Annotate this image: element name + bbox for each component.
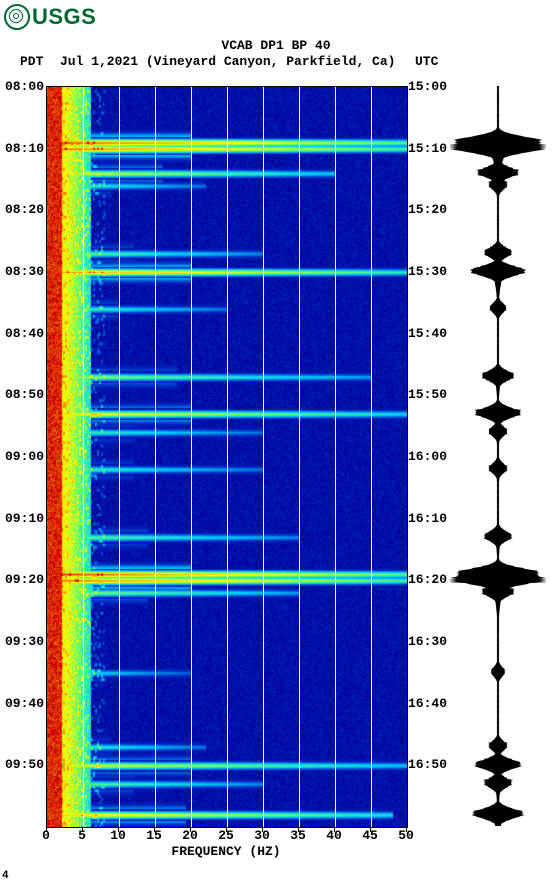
gridline — [155, 87, 156, 827]
x-tick-label: 15 — [139, 828, 169, 843]
y-left-tick: 09:40 — [0, 696, 44, 711]
y-right-tick: 15:20 — [408, 202, 452, 217]
usgs-logo: USGS — [4, 4, 96, 30]
usgs-logo-icon — [4, 4, 30, 30]
y-left-tick: 08:10 — [0, 141, 44, 156]
y-left-tick: 08:00 — [0, 79, 44, 94]
gridline — [119, 87, 120, 827]
y-right-tick: 15:40 — [408, 326, 452, 341]
y-left-tick: 09:20 — [0, 572, 44, 587]
y-left-tick: 09:50 — [0, 757, 44, 772]
x-tick-label: 45 — [355, 828, 385, 843]
x-tick-label: 0 — [31, 828, 61, 843]
y-right-tick: 16:40 — [408, 696, 452, 711]
y-right-tick: 16:10 — [408, 511, 452, 526]
gridline — [299, 87, 300, 827]
y-right-tick: 16:20 — [408, 572, 452, 587]
waveform-trace — [450, 86, 546, 826]
y-right-tick: 16:00 — [408, 449, 452, 464]
gridline — [335, 87, 336, 827]
y-left-tick: 08:20 — [0, 202, 44, 217]
title-block: VCAB DP1 BP 40 PDT Jul 1,2021 (Vineyard … — [0, 38, 552, 53]
footnote: 4 — [2, 870, 9, 882]
chart-title: VCAB DP1 BP 40 — [0, 38, 552, 53]
y-left-tick: 09:00 — [0, 449, 44, 464]
x-tick-label: 5 — [67, 828, 97, 843]
usgs-logo-text: USGS — [32, 4, 96, 30]
y-right-tick: 16:50 — [408, 757, 452, 772]
x-tick-label: 25 — [211, 828, 241, 843]
y-left-tick: 08:30 — [0, 264, 44, 279]
x-tick-label: 10 — [103, 828, 133, 843]
x-tick-label: 35 — [283, 828, 313, 843]
y-left-tick: 09:10 — [0, 511, 44, 526]
x-tick-label: 50 — [391, 828, 421, 843]
gridline — [83, 87, 84, 827]
y-left-tick: 09:30 — [0, 634, 44, 649]
y-left-tick: 08:50 — [0, 387, 44, 402]
date-location: Jul 1,2021 (Vineyard Canyon, Parkfield, … — [60, 54, 395, 69]
tz-left-label: PDT — [20, 54, 43, 69]
y-right-tick: 15:00 — [408, 79, 452, 94]
gridline — [227, 87, 228, 827]
y-right-tick: 15:30 — [408, 264, 452, 279]
spectrogram-plot — [46, 86, 408, 828]
x-tick-label: 20 — [175, 828, 205, 843]
gridline — [191, 87, 192, 827]
y-left-tick: 08:40 — [0, 326, 44, 341]
x-tick-label: 40 — [319, 828, 349, 843]
y-right-tick: 15:10 — [408, 141, 452, 156]
y-right-tick: 15:50 — [408, 387, 452, 402]
x-axis-label: FREQUENCY (HZ) — [46, 844, 406, 859]
y-right-tick: 16:30 — [408, 634, 452, 649]
tz-right-label: UTC — [415, 54, 438, 69]
gridline — [263, 87, 264, 827]
gridline — [371, 87, 372, 827]
x-tick-label: 30 — [247, 828, 277, 843]
